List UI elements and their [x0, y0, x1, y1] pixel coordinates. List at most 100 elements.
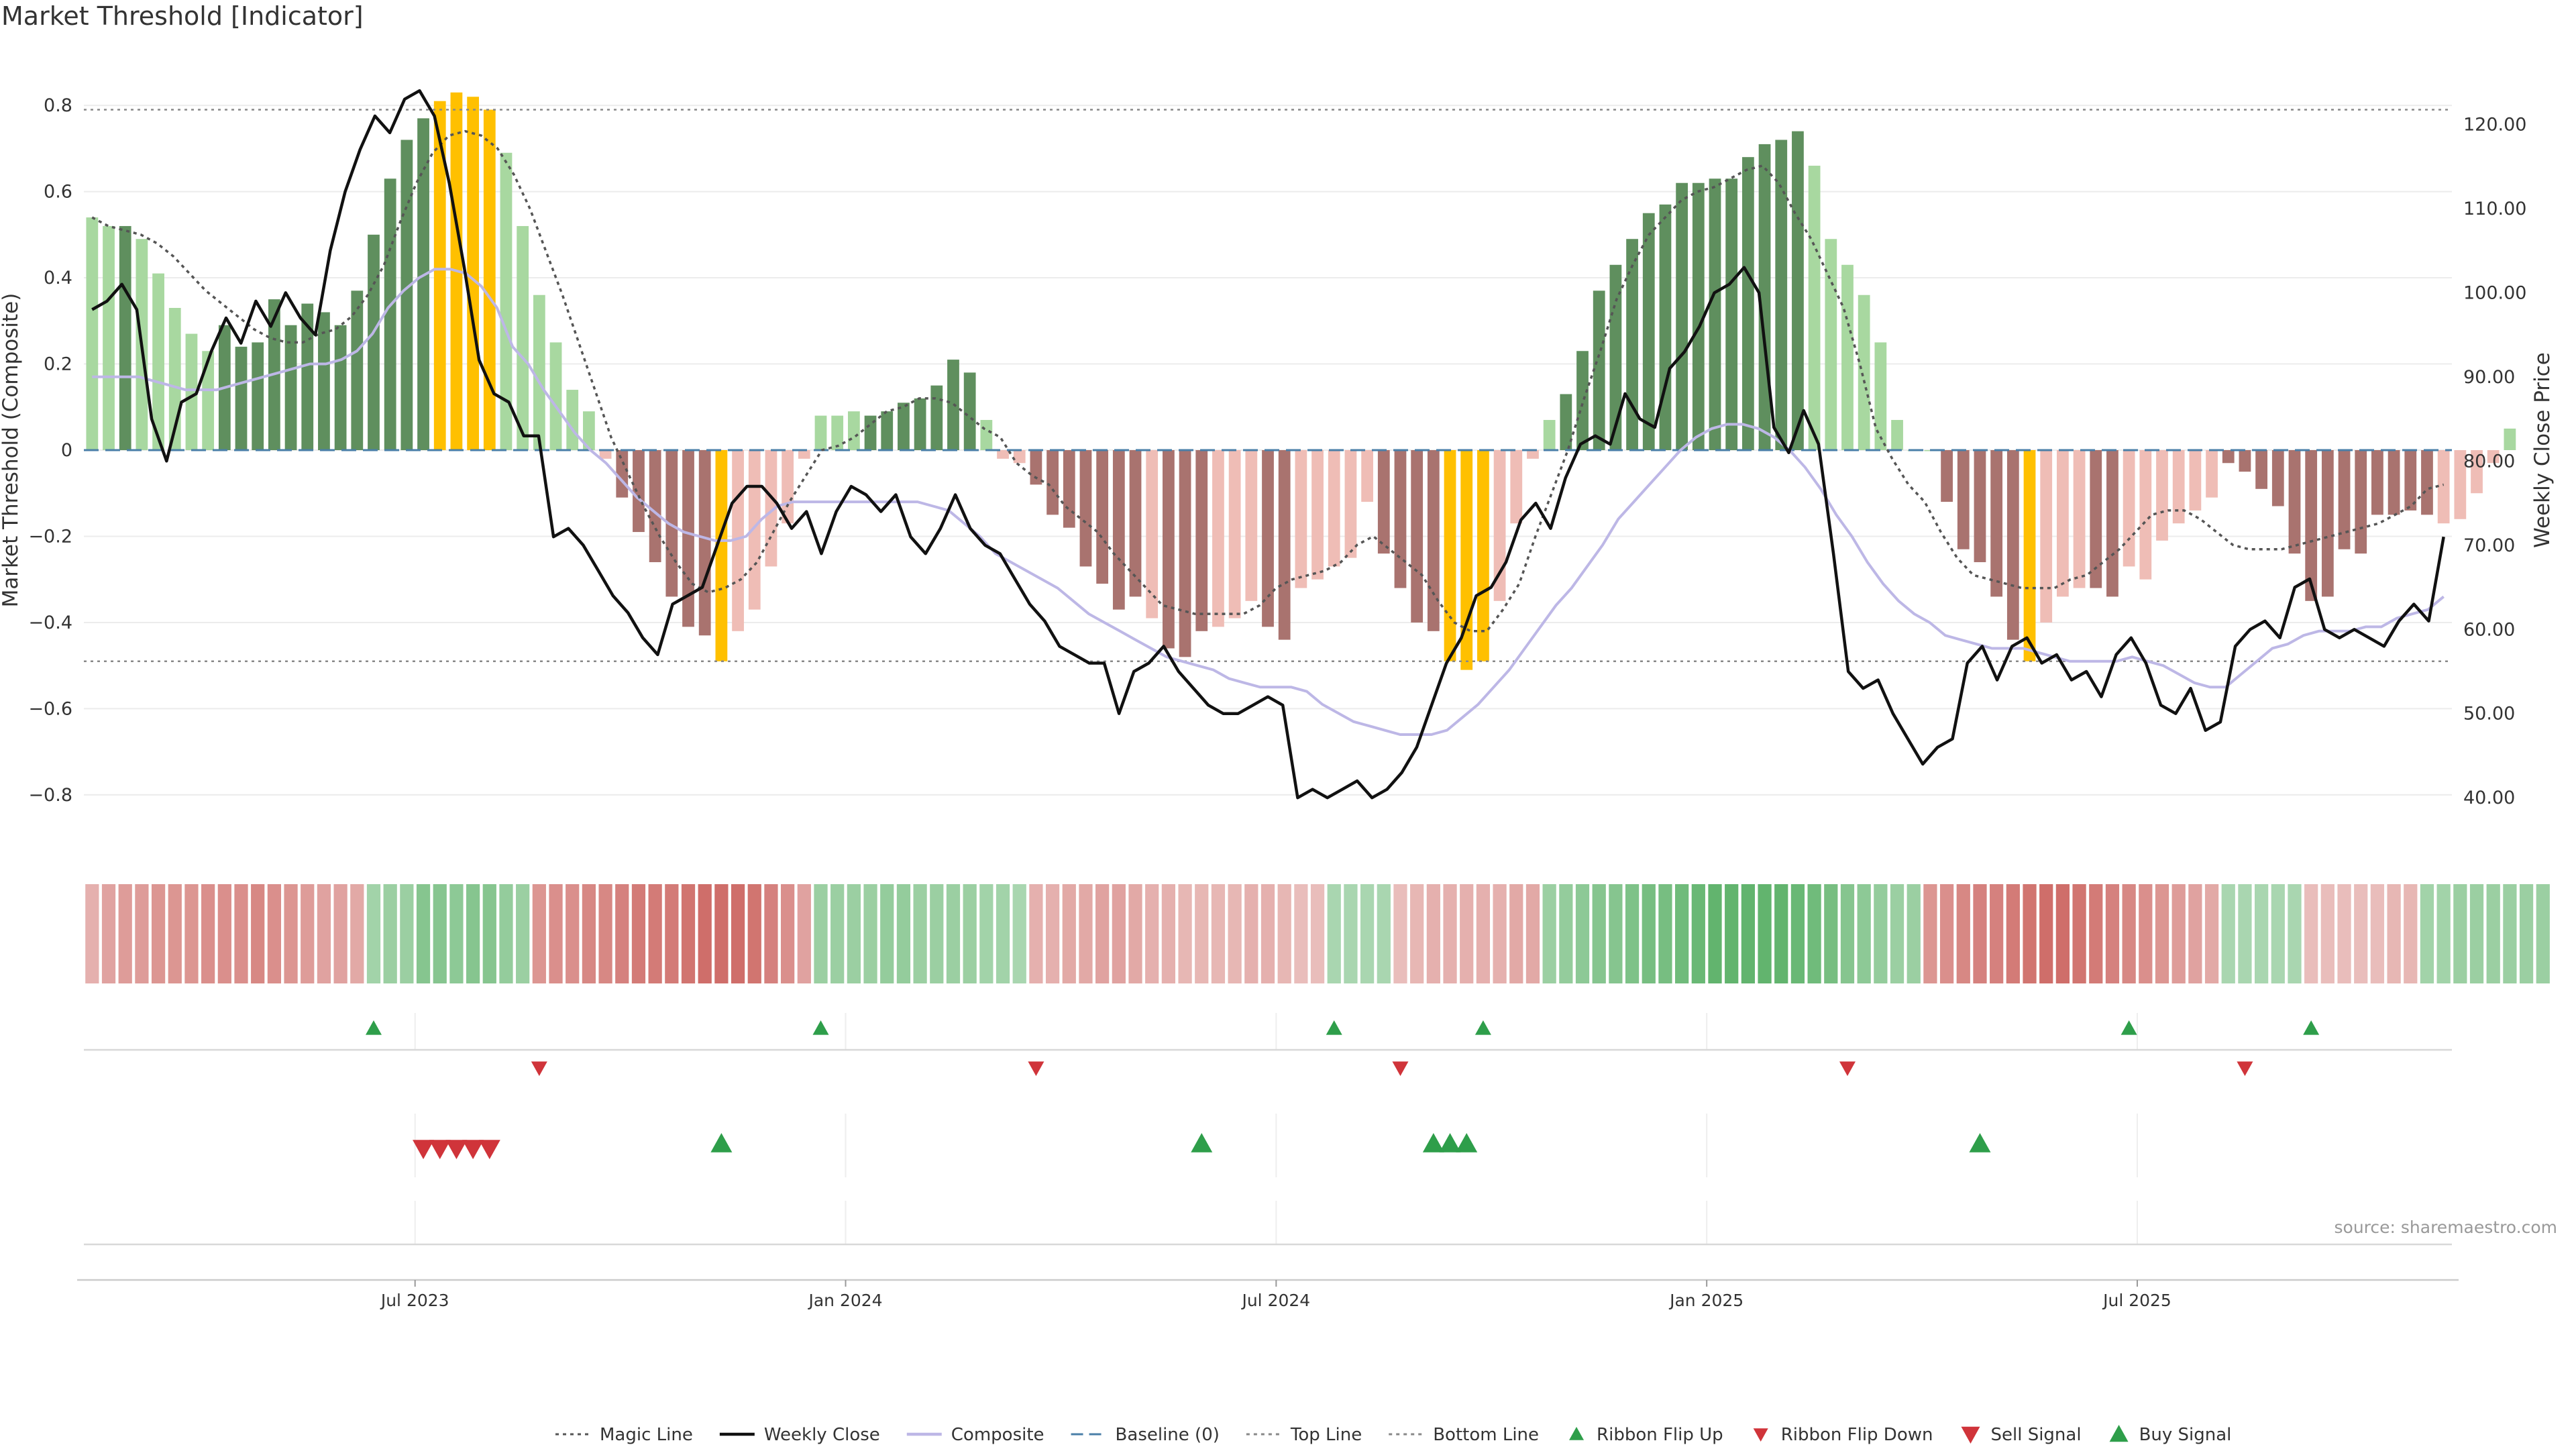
- bar: [1957, 450, 1970, 549]
- legend-swatch: [2109, 1425, 2129, 1442]
- x-tick-label: Jul 2025: [2102, 1291, 2171, 1310]
- ribbon-cell: [2354, 884, 2368, 983]
- y-tick-label: −0.2: [28, 526, 72, 547]
- bar: [1642, 213, 1655, 450]
- bar: [1626, 239, 1638, 450]
- bar: [1146, 450, 1159, 619]
- sell-signal-marker: [478, 1140, 500, 1159]
- ribbon-cell: [383, 884, 397, 983]
- bar: [1245, 450, 1258, 601]
- ribbon-flip-down-marker: [1028, 1061, 1044, 1076]
- ribbon-flip-up-marker: [1326, 1020, 1342, 1035]
- bar: [930, 385, 943, 450]
- bar: [1560, 394, 1572, 450]
- bar: [2139, 450, 2152, 580]
- ribbon-cell: [1128, 884, 1142, 983]
- bar: [1444, 450, 1456, 661]
- bar: [368, 234, 380, 450]
- legend-swatch: [1569, 1427, 1585, 1440]
- legend-item: Ribbon Flip Down: [1753, 1425, 1933, 1445]
- ribbon-cell: [631, 884, 646, 983]
- ribbon-cell: [1525, 884, 1540, 983]
- buy-signal-marker: [1439, 1133, 1461, 1152]
- ribbon-cell: [1807, 884, 1821, 983]
- ribbon-cell: [2271, 884, 2285, 983]
- bar: [334, 325, 347, 450]
- ribbon-cell: [1559, 884, 1573, 983]
- ribbon-cell: [1426, 884, 1440, 983]
- ribbon-cell: [482, 884, 496, 983]
- bar: [1510, 450, 1523, 524]
- ribbon-cell: [1476, 884, 1491, 983]
- bar: [1741, 157, 1754, 450]
- legend-label: Composite: [951, 1425, 1044, 1445]
- ribbon-cell: [101, 884, 116, 983]
- bar: [881, 411, 894, 450]
- bar: [2288, 450, 2301, 554]
- legend-swatch: [1753, 1428, 1768, 1442]
- bar: [1228, 450, 1241, 619]
- bar: [2487, 450, 2500, 464]
- bar: [616, 450, 629, 498]
- ribbon-flip-down-marker: [531, 1061, 547, 1076]
- legend-label: Baseline (0): [1116, 1425, 1220, 1445]
- y2-tick-label: 120.00: [2463, 114, 2526, 135]
- ribbon-cell: [1575, 884, 1590, 983]
- ribbon-cell: [681, 884, 696, 983]
- sell-signal-marker: [413, 1140, 435, 1159]
- bar: [2371, 450, 2383, 515]
- y2-tick-label: 40.00: [2463, 788, 2515, 808]
- bars-layer: [86, 92, 2516, 670]
- bar: [1659, 204, 1672, 450]
- ribbon-cell: [85, 884, 99, 983]
- bar: [500, 152, 513, 450]
- ribbon-cell: [1790, 884, 1805, 983]
- bar: [433, 101, 446, 451]
- bar: [831, 415, 844, 450]
- ribbon-cell: [1161, 884, 1176, 983]
- ribbon-cell: [1542, 884, 1556, 983]
- bar: [1941, 450, 1953, 502]
- bar: [765, 450, 777, 567]
- ribbon-cell: [2006, 884, 2020, 983]
- ribbon-cell: [2486, 884, 2500, 983]
- ribbon-cell: [400, 884, 414, 983]
- legend-item: Top Line: [1246, 1425, 1362, 1445]
- ribbon-cell: [648, 884, 662, 983]
- ribbon-cell: [2453, 884, 2467, 983]
- x-axis-layer: Jul 2023 Jan 2024 Jul 2024 Jan 2025 Jul 2025: [77, 1279, 2459, 1310]
- ribbon-cell: [2039, 884, 2053, 983]
- ribbon-cell: [930, 884, 944, 983]
- bar: [997, 450, 1009, 459]
- bar: [649, 450, 661, 563]
- ribbon-cell: [1642, 884, 1656, 983]
- ribbon-cell: [217, 884, 231, 983]
- ribbon-cell: [1012, 884, 1026, 983]
- ribbon-cell: [2238, 884, 2252, 983]
- ribbon-cell: [2304, 884, 2318, 983]
- bar: [1195, 450, 1208, 631]
- ribbon-cell: [1658, 884, 1672, 983]
- bar: [2271, 450, 2284, 506]
- ribbon-cell: [1410, 884, 1424, 983]
- y2-tick-label: 50.00: [2463, 704, 2515, 724]
- bar: [1394, 450, 1407, 588]
- ribbon-cell: [1277, 884, 1291, 983]
- bar: [1477, 450, 1489, 661]
- ribbon-cell: [2404, 884, 2418, 983]
- legend-item: Weekly Close: [719, 1425, 880, 1445]
- ribbon-cell: [1393, 884, 1407, 983]
- bar: [1129, 450, 1142, 597]
- ribbon-cell: [549, 884, 563, 983]
- bar: [1179, 450, 1191, 657]
- bar: [1030, 450, 1042, 485]
- bar: [1576, 351, 1589, 450]
- bar: [1874, 342, 1887, 450]
- ribbon-cell: [449, 884, 464, 983]
- bar: [748, 450, 761, 610]
- bar: [1974, 450, 1986, 563]
- bar: [1891, 420, 1903, 450]
- bar: [1676, 182, 1688, 450]
- bar: [1013, 450, 1026, 464]
